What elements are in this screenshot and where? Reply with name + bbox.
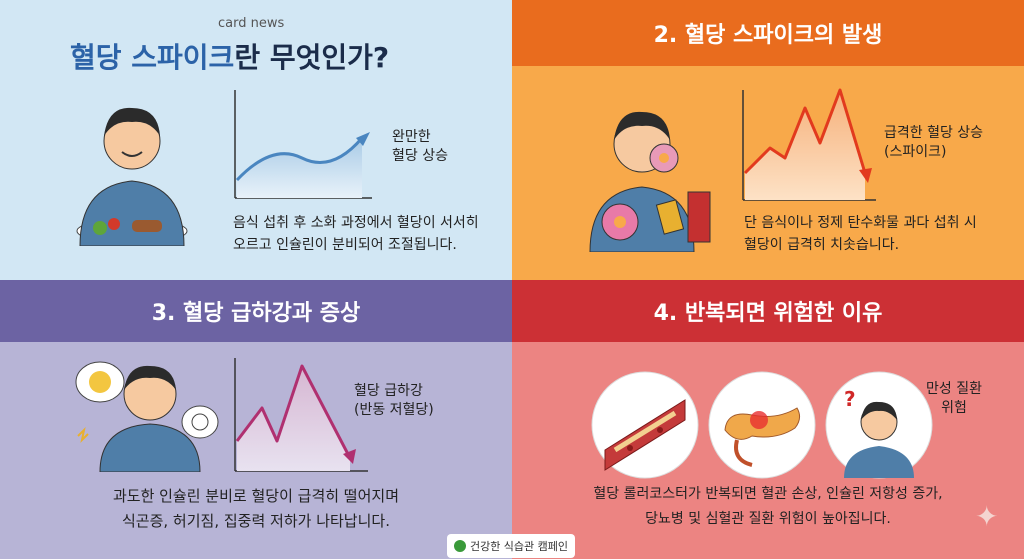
panel-title: 3. 혈당 급하강과 증상 xyxy=(0,280,512,342)
panel-description: 단 음식이나 정제 탄수화물 과다 섭취 시 혈당이 급격히 치솟습니다. xyxy=(744,215,977,253)
title-rest: 란 무엇인가? xyxy=(234,41,390,74)
panel-what-is-spike: card news 혈당 스파이크란 무엇인가? 완만한 혈당 상승 음식 섭취… xyxy=(0,0,512,280)
page-title: 혈당 스파이크란 무엇인가? xyxy=(70,36,389,76)
svg-text:?: ? xyxy=(844,387,856,411)
leaf-icon xyxy=(453,540,466,552)
drop-curve xyxy=(235,364,352,459)
title-highlight: 혈당 스파이크 xyxy=(70,41,235,74)
man-eating-salad-icon xyxy=(76,107,188,246)
figure-label: 만성 질환 위험 xyxy=(926,381,982,416)
drop-chart xyxy=(234,358,368,472)
gentle-rise-chart xyxy=(234,90,372,199)
footer-text: 건강한 식습관 캠페인 xyxy=(469,540,569,553)
panel-repetition-danger: 4. 반복되면 위험한 이유 ? 만성 질환 위험 혈당 롤러코스터가 반복되면… xyxy=(512,280,1024,559)
thinking-man-icon: ? xyxy=(825,371,933,479)
panel-title: 2. 혈당 스파이크의 발생 xyxy=(512,0,1024,66)
pancreas-icon xyxy=(708,371,816,479)
chart-label: 혈당 급하강 (반동 저혈당) xyxy=(354,383,434,418)
tired-man-icon xyxy=(75,361,219,472)
campaign-footer: 건강한 식습관 캠페인 xyxy=(447,534,575,558)
man-eating-donut-icon xyxy=(589,111,711,252)
eyebrow: card news xyxy=(218,16,285,31)
panel-description: 혈당 롤러코스터가 반복되면 혈관 손상, 인슐린 저항성 증가, 당뇨병 및 … xyxy=(593,486,943,527)
panel-description: 음식 섭취 후 소화 과정에서 혈당이 서서히 오르고 인슐린이 분비되어 조절… xyxy=(233,215,479,253)
panel-rapid-drop: 3. 혈당 급하강과 증상 혈당 급하강 (반동 저혈당) 과도한 인슐린 분비… xyxy=(0,280,512,559)
spike-curve xyxy=(743,88,867,175)
chart-label: 급격한 혈당 상승 (스파이크) xyxy=(884,125,984,160)
gentle-curve xyxy=(235,137,364,182)
panel-title: 4. 반복되면 위험한 이유 xyxy=(512,280,1024,342)
sparkle-icon: ✦ xyxy=(975,500,999,533)
panel-description: 과도한 인슐린 분비로 혈당이 급격히 떨어지며 식곤증, 허기짐, 집중력 저… xyxy=(112,487,400,530)
chart-label: 완만한 혈당 상승 xyxy=(392,129,448,164)
panel-spike-occurrence: 2. 혈당 스파이크의 발생 급격한 혈당 상승 (스파이크) 단 음식이나 정… xyxy=(512,0,1024,280)
blood-vessel-icon xyxy=(591,371,699,479)
spike-chart xyxy=(742,88,876,201)
